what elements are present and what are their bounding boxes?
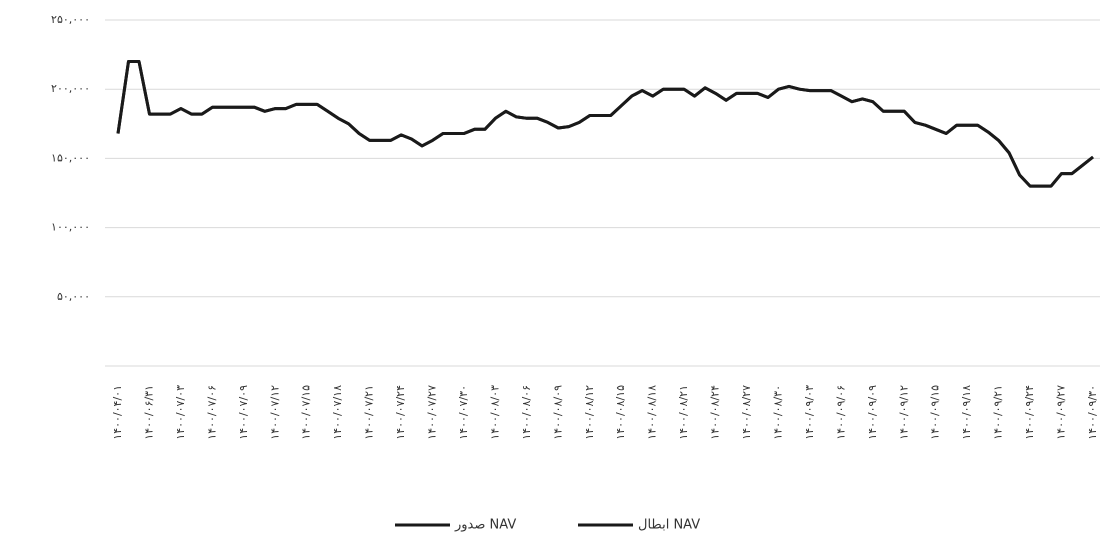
y-tick-label: ۲۰۰,۰۰۰ [51, 82, 90, 95]
x-tick-label: ۱۴۰۰/۰۹/۱۵ [929, 385, 942, 440]
x-tick-label: ۱۴۰۰/۰۸/۱۲ [583, 385, 596, 440]
x-tick-label: ۱۴۰۰/۰۹/۲۱ [992, 385, 1005, 440]
x-tick-label: ۱۴۰۰/۰۹/۱۸ [960, 385, 973, 440]
x-tick-label: ۱۴۰۰/۰۸/۲۱ [677, 385, 690, 440]
x-tick-label: ۱۴۰۰/۰۷/۱۵ [300, 385, 313, 440]
x-tick-label: ۱۴۰۰/۰۷/۰۶ [205, 385, 218, 440]
x-tick-label: ۱۴۰۰/۰۶/۳۱ [142, 385, 155, 440]
x-tick-label: ۱۴۰۰/۰۷/۲۱ [363, 385, 376, 440]
x-tick-label: ۱۴۰۰/۰۷/۲۴ [394, 385, 407, 440]
x-tick-label: ۱۴۰۰/۰۴/۰۱ [111, 385, 124, 440]
y-tick-label: ۱۰۰,۰۰۰ [51, 221, 90, 234]
x-tick-label: ۱۴۰۰/۰۸/۱۸ [646, 385, 659, 440]
y-tick-label: ۵۰,۰۰۰ [57, 290, 90, 303]
x-tick-label: ۱۴۰۰/۰۸/۳۰ [771, 385, 784, 440]
x-tick-label: ۱۴۰۰/۰۷/۳۰ [457, 385, 470, 440]
x-tick-label: ۱۴۰۰/۰۹/۱۲ [897, 385, 910, 440]
x-tick-label: ۱۴۰۰/۰۹/۰۹ [866, 385, 879, 440]
x-tick-label: ۱۴۰۰/۰۷/۱۸ [331, 385, 344, 440]
x-tick-label: ۱۴۰۰/۰۷/۰۳ [174, 385, 187, 440]
x-tick-label: ۱۴۰۰/۰۸/۰۶ [520, 385, 533, 440]
x-tick-label: ۱۴۰۰/۰۷/۱۲ [268, 385, 281, 440]
x-tick-label: ۱۴۰۰/۰۸/۲۴ [709, 385, 722, 440]
x-tick-label: ۱۴۰۰/۰۹/۲۷ [1055, 385, 1068, 440]
legend-label: صدور NAV [454, 518, 516, 533]
x-tick-label: ۱۴۰۰/۰۷/۲۷ [426, 385, 439, 440]
x-tick-label: ۱۴۰۰/۰۸/۰۳ [488, 385, 501, 440]
legend-label: ابطال NAV [638, 518, 700, 533]
line-series [116, 60, 1094, 188]
x-tick-label: ۱۴۰۰/۰۹/۳۰ [1086, 385, 1099, 440]
y-tick-label: ۲۵۰,۰۰۰ [51, 13, 90, 26]
y-tick-label: ۱۵۰,۰۰۰ [51, 151, 90, 164]
x-tick-label: ۱۴۰۰/۰۷/۰۹ [237, 385, 250, 440]
x-tick-label: ۱۴۰۰/۰۹/۲۴ [1023, 385, 1036, 440]
x-tick-label: ۱۴۰۰/۰۸/۲۷ [740, 385, 753, 440]
x-tick-label: ۱۴۰۰/۰۸/۱۵ [614, 385, 627, 440]
x-tick-label: ۱۴۰۰/۰۸/۰۹ [551, 385, 564, 440]
x-tick-label: ۱۴۰۰/۰۹/۰۶ [834, 385, 847, 440]
line-series [116, 60, 1094, 188]
x-tick-label: ۱۴۰۰/۰۹/۰۳ [803, 385, 816, 440]
